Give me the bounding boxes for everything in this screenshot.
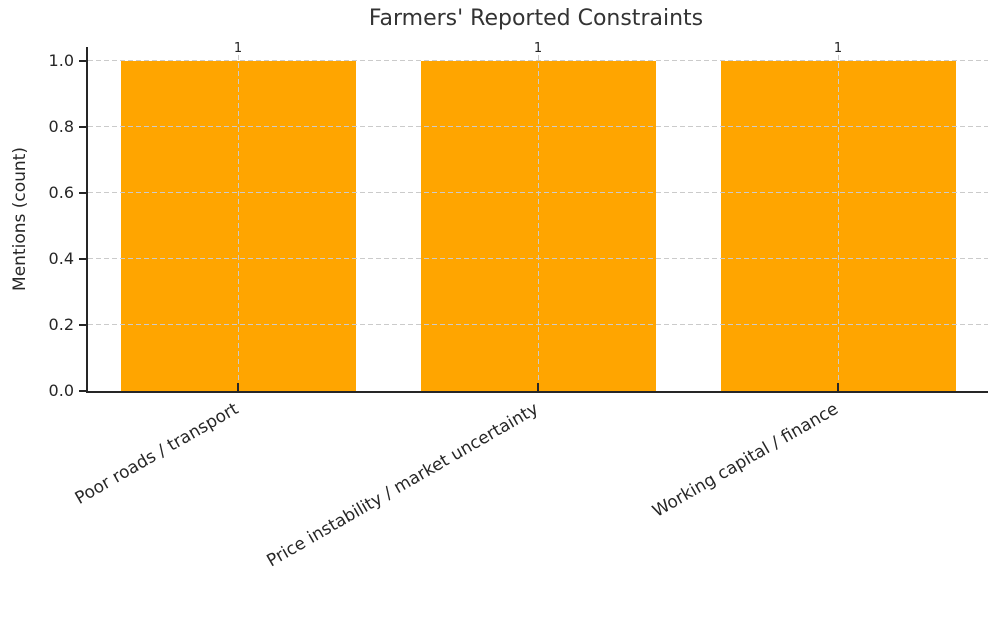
x-tick-mark: [537, 383, 539, 391]
y-tick-label: 1.0: [48, 51, 74, 71]
x-gridline: [837, 47, 839, 391]
bar-value-label: 1: [833, 41, 843, 56]
y-tick-mark: [79, 126, 86, 128]
plot-area: 1 1 1: [86, 41, 988, 393]
y-tick-mark: [79, 60, 86, 62]
x-gridline: [537, 47, 539, 391]
y-tick-mark: [79, 324, 86, 326]
y-tick-mark: [79, 258, 86, 260]
y-axis-label: Mentions (count): [10, 147, 30, 291]
y-tick-label: 0.6: [48, 183, 74, 203]
bar-value-label: 1: [233, 41, 243, 56]
x-tick-label: Price instability / market uncertainty: [263, 399, 542, 572]
y-tick-label: 0.4: [48, 249, 74, 269]
x-gridline: [237, 47, 239, 391]
y-tick-label: 0.8: [48, 117, 74, 137]
y-tick-label: 0.2: [48, 315, 74, 335]
bar-value-label: 1: [533, 41, 543, 56]
x-tick-label: Poor roads / transport: [71, 399, 243, 509]
chart-title: Farmers' Reported Constraints: [368, 6, 704, 31]
x-tick-mark: [837, 383, 839, 391]
y-tick-mark: [79, 192, 86, 194]
y-tick-label: 0.0: [48, 381, 74, 401]
x-tick-label: Working capital / finance: [649, 399, 842, 522]
y-tick-mark: [79, 390, 86, 392]
x-tick-mark: [237, 383, 239, 391]
